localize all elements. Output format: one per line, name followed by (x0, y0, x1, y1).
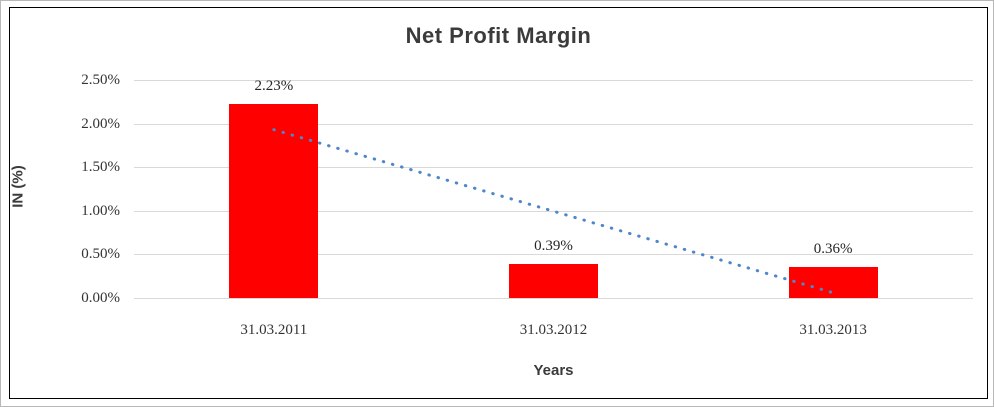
gridline (134, 80, 973, 81)
trendline (272, 128, 835, 295)
plot-area (134, 80, 973, 299)
x-axis-title: Years (533, 362, 574, 379)
bar-data-label: 2.23% (254, 77, 294, 94)
chart-border (9, 7, 988, 399)
bar-data-label: 0.36% (813, 240, 853, 257)
bar-data-label: 0.39% (534, 237, 573, 254)
gridline (134, 123, 973, 125)
bar-31.03.2013 (788, 266, 878, 298)
x-category-label: 31.03.2012 (519, 322, 588, 338)
y-tick-label: 2.00% (81, 115, 120, 132)
y-tick-label: 1.00% (81, 202, 120, 219)
y-tick-label: 2.50% (81, 72, 120, 88)
bar-31.03.2011 (229, 103, 319, 298)
y-tick-label: 1.50% (81, 159, 120, 176)
y-axis-title: IN (%) (9, 165, 27, 208)
gridline (134, 254, 973, 256)
gridline (134, 298, 973, 299)
chart-title: Net Profit Margin (405, 23, 592, 48)
bar-31.03.2012 (509, 263, 598, 298)
gridline (134, 167, 973, 169)
x-category-label: 31.03.2011 (240, 322, 308, 338)
y-tick-label: 0.00% (81, 290, 120, 306)
x-category-label: 31.03.2013 (799, 322, 867, 338)
y-tick-label: 0.50% (81, 246, 120, 263)
gridline (134, 210, 973, 212)
